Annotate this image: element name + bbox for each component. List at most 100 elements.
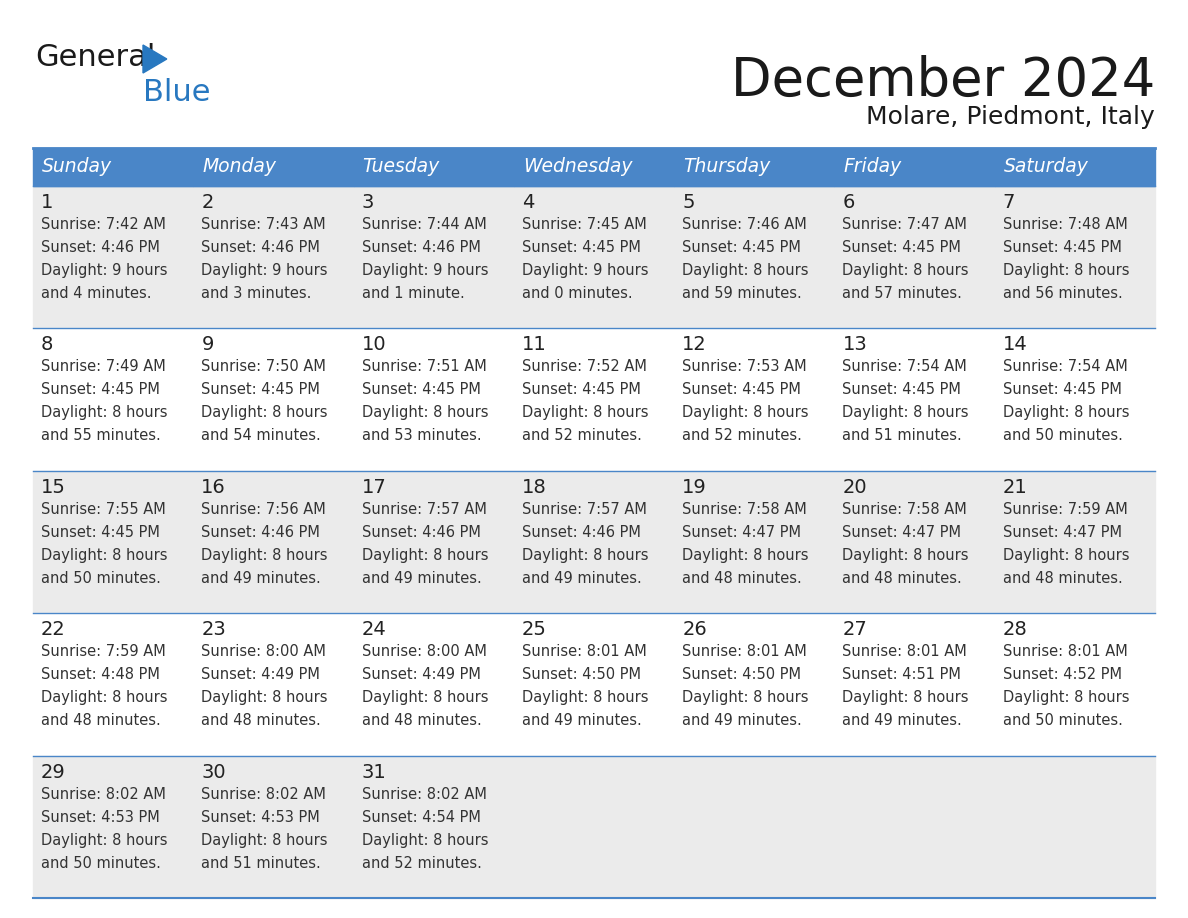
Text: and 59 minutes.: and 59 minutes. (682, 285, 802, 301)
Text: 31: 31 (361, 763, 386, 781)
Text: Sunrise: 7:46 AM: Sunrise: 7:46 AM (682, 217, 807, 232)
Text: 24: 24 (361, 621, 386, 639)
Text: Sunrise: 8:02 AM: Sunrise: 8:02 AM (42, 787, 166, 801)
Text: 14: 14 (1003, 335, 1028, 354)
Text: Sunset: 4:48 PM: Sunset: 4:48 PM (42, 667, 160, 682)
Text: and 4 minutes.: and 4 minutes. (42, 285, 152, 301)
Text: Daylight: 8 hours: Daylight: 8 hours (1003, 690, 1130, 705)
Text: and 49 minutes.: and 49 minutes. (361, 571, 481, 586)
Text: 1: 1 (42, 193, 53, 212)
Text: Sunset: 4:53 PM: Sunset: 4:53 PM (42, 810, 159, 824)
Text: Daylight: 8 hours: Daylight: 8 hours (201, 690, 328, 705)
Text: Sunrise: 7:54 AM: Sunrise: 7:54 AM (1003, 360, 1127, 375)
Text: and 49 minutes.: and 49 minutes. (682, 713, 802, 728)
Text: Sunset: 4:47 PM: Sunset: 4:47 PM (842, 525, 961, 540)
Text: and 50 minutes.: and 50 minutes. (42, 571, 160, 586)
Text: Monday: Monday (202, 158, 277, 176)
Text: Daylight: 8 hours: Daylight: 8 hours (842, 406, 969, 420)
Text: Sunrise: 7:57 AM: Sunrise: 7:57 AM (361, 502, 486, 517)
Text: Blue: Blue (143, 78, 210, 107)
Text: and 52 minutes.: and 52 minutes. (361, 856, 481, 870)
Text: Daylight: 8 hours: Daylight: 8 hours (42, 406, 168, 420)
Text: Daylight: 8 hours: Daylight: 8 hours (201, 833, 328, 847)
Text: 28: 28 (1003, 621, 1028, 639)
Text: and 51 minutes.: and 51 minutes. (201, 856, 321, 870)
Text: Daylight: 8 hours: Daylight: 8 hours (682, 406, 809, 420)
Text: and 49 minutes.: and 49 minutes. (522, 571, 642, 586)
Text: Daylight: 8 hours: Daylight: 8 hours (522, 548, 649, 563)
Text: and 50 minutes.: and 50 minutes. (1003, 429, 1123, 443)
Polygon shape (143, 45, 166, 73)
Text: Sunset: 4:45 PM: Sunset: 4:45 PM (1003, 240, 1121, 255)
Bar (33, 186, 1155, 329)
Text: Sunset: 4:46 PM: Sunset: 4:46 PM (201, 240, 320, 255)
Bar (674, 148, 834, 186)
Text: Sunrise: 7:54 AM: Sunrise: 7:54 AM (842, 360, 967, 375)
Text: 27: 27 (842, 621, 867, 639)
Text: 19: 19 (682, 477, 707, 497)
Bar (834, 148, 994, 186)
Text: Sunrise: 8:02 AM: Sunrise: 8:02 AM (361, 787, 486, 801)
Text: Sunrise: 8:02 AM: Sunrise: 8:02 AM (201, 787, 327, 801)
Bar (33, 613, 1155, 756)
Text: Daylight: 8 hours: Daylight: 8 hours (842, 548, 969, 563)
Text: 6: 6 (842, 193, 855, 212)
Text: and 49 minutes.: and 49 minutes. (522, 713, 642, 728)
Text: Daylight: 8 hours: Daylight: 8 hours (842, 263, 969, 278)
Text: 10: 10 (361, 335, 386, 354)
Bar (33, 471, 1155, 613)
Text: Sunset: 4:52 PM: Sunset: 4:52 PM (1003, 667, 1121, 682)
Text: and 48 minutes.: and 48 minutes. (842, 571, 962, 586)
Bar (33, 756, 1155, 898)
Text: Daylight: 8 hours: Daylight: 8 hours (522, 406, 649, 420)
Text: and 1 minute.: and 1 minute. (361, 285, 465, 301)
Text: Daylight: 8 hours: Daylight: 8 hours (361, 690, 488, 705)
Text: Sunrise: 7:52 AM: Sunrise: 7:52 AM (522, 360, 646, 375)
Text: Daylight: 8 hours: Daylight: 8 hours (42, 690, 168, 705)
Text: Sunrise: 7:49 AM: Sunrise: 7:49 AM (42, 360, 166, 375)
Bar (194, 148, 354, 186)
Text: 21: 21 (1003, 477, 1028, 497)
Text: Sunset: 4:47 PM: Sunset: 4:47 PM (1003, 525, 1121, 540)
Text: Sunset: 4:47 PM: Sunset: 4:47 PM (682, 525, 801, 540)
Text: Daylight: 8 hours: Daylight: 8 hours (1003, 263, 1130, 278)
Text: Sunrise: 7:58 AM: Sunrise: 7:58 AM (682, 502, 807, 517)
Text: Sunday: Sunday (42, 158, 112, 176)
Text: Daylight: 8 hours: Daylight: 8 hours (361, 548, 488, 563)
Bar (33, 148, 194, 186)
Text: Sunset: 4:46 PM: Sunset: 4:46 PM (522, 525, 640, 540)
Text: Sunset: 4:45 PM: Sunset: 4:45 PM (361, 383, 480, 397)
Text: December 2024: December 2024 (731, 55, 1155, 107)
Text: Sunset: 4:46 PM: Sunset: 4:46 PM (361, 240, 480, 255)
Text: Sunset: 4:46 PM: Sunset: 4:46 PM (201, 525, 320, 540)
Text: Daylight: 8 hours: Daylight: 8 hours (201, 406, 328, 420)
Text: 20: 20 (842, 477, 867, 497)
Text: Sunrise: 8:01 AM: Sunrise: 8:01 AM (842, 644, 967, 659)
Text: Sunset: 4:45 PM: Sunset: 4:45 PM (1003, 383, 1121, 397)
Text: Wednesday: Wednesday (523, 158, 632, 176)
Text: Sunrise: 8:01 AM: Sunrise: 8:01 AM (682, 644, 807, 659)
Text: 3: 3 (361, 193, 374, 212)
Text: Sunset: 4:49 PM: Sunset: 4:49 PM (201, 667, 320, 682)
Text: Sunrise: 8:01 AM: Sunrise: 8:01 AM (522, 644, 646, 659)
Text: Sunrise: 8:00 AM: Sunrise: 8:00 AM (201, 644, 327, 659)
Text: and 0 minutes.: and 0 minutes. (522, 285, 632, 301)
Text: 4: 4 (522, 193, 535, 212)
Text: 30: 30 (201, 763, 226, 781)
Text: and 48 minutes.: and 48 minutes. (682, 571, 802, 586)
Text: Thursday: Thursday (683, 158, 770, 176)
Text: and 51 minutes.: and 51 minutes. (842, 429, 962, 443)
Text: 15: 15 (42, 477, 65, 497)
Text: 12: 12 (682, 335, 707, 354)
Text: Daylight: 8 hours: Daylight: 8 hours (42, 548, 168, 563)
Text: Sunset: 4:54 PM: Sunset: 4:54 PM (361, 810, 480, 824)
Text: and 53 minutes.: and 53 minutes. (361, 429, 481, 443)
Text: Sunset: 4:45 PM: Sunset: 4:45 PM (682, 240, 801, 255)
Text: Sunset: 4:50 PM: Sunset: 4:50 PM (522, 667, 640, 682)
Text: Sunrise: 7:47 AM: Sunrise: 7:47 AM (842, 217, 967, 232)
Text: 5: 5 (682, 193, 695, 212)
Text: Sunrise: 7:43 AM: Sunrise: 7:43 AM (201, 217, 326, 232)
Text: Sunrise: 7:53 AM: Sunrise: 7:53 AM (682, 360, 807, 375)
Text: Sunrise: 7:58 AM: Sunrise: 7:58 AM (842, 502, 967, 517)
Text: and 52 minutes.: and 52 minutes. (682, 429, 802, 443)
